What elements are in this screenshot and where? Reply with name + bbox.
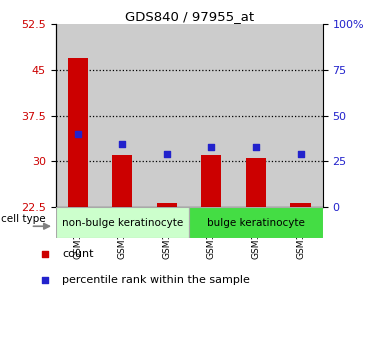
Bar (56, 207, 189, 238)
Text: percentile rank within the sample: percentile rank within the sample (62, 275, 250, 285)
Point (253, 145, 259, 150)
Bar (290, 203, 311, 207)
Bar (189, 207, 323, 238)
Point (42, 252, 48, 257)
Bar (68, 58, 88, 207)
Text: count: count (62, 249, 93, 259)
Bar (234, 24, 278, 207)
Title: GDS840 / 97955_at: GDS840 / 97955_at (125, 10, 254, 23)
Point (75, 131, 81, 137)
Bar (157, 203, 177, 207)
Bar (189, 24, 234, 207)
Bar (112, 155, 132, 207)
Bar (246, 158, 266, 207)
Bar (145, 24, 189, 207)
Text: bulge keratinocyte: bulge keratinocyte (207, 218, 305, 227)
Bar (100, 24, 145, 207)
Text: cell type: cell type (1, 214, 46, 224)
Bar (278, 24, 323, 207)
Point (298, 151, 303, 157)
Point (119, 141, 125, 147)
Point (164, 151, 170, 157)
Point (42, 277, 48, 283)
Point (209, 145, 214, 150)
Bar (56, 24, 100, 207)
Text: non-bulge keratinocyte: non-bulge keratinocyte (62, 218, 183, 227)
Bar (201, 155, 221, 207)
